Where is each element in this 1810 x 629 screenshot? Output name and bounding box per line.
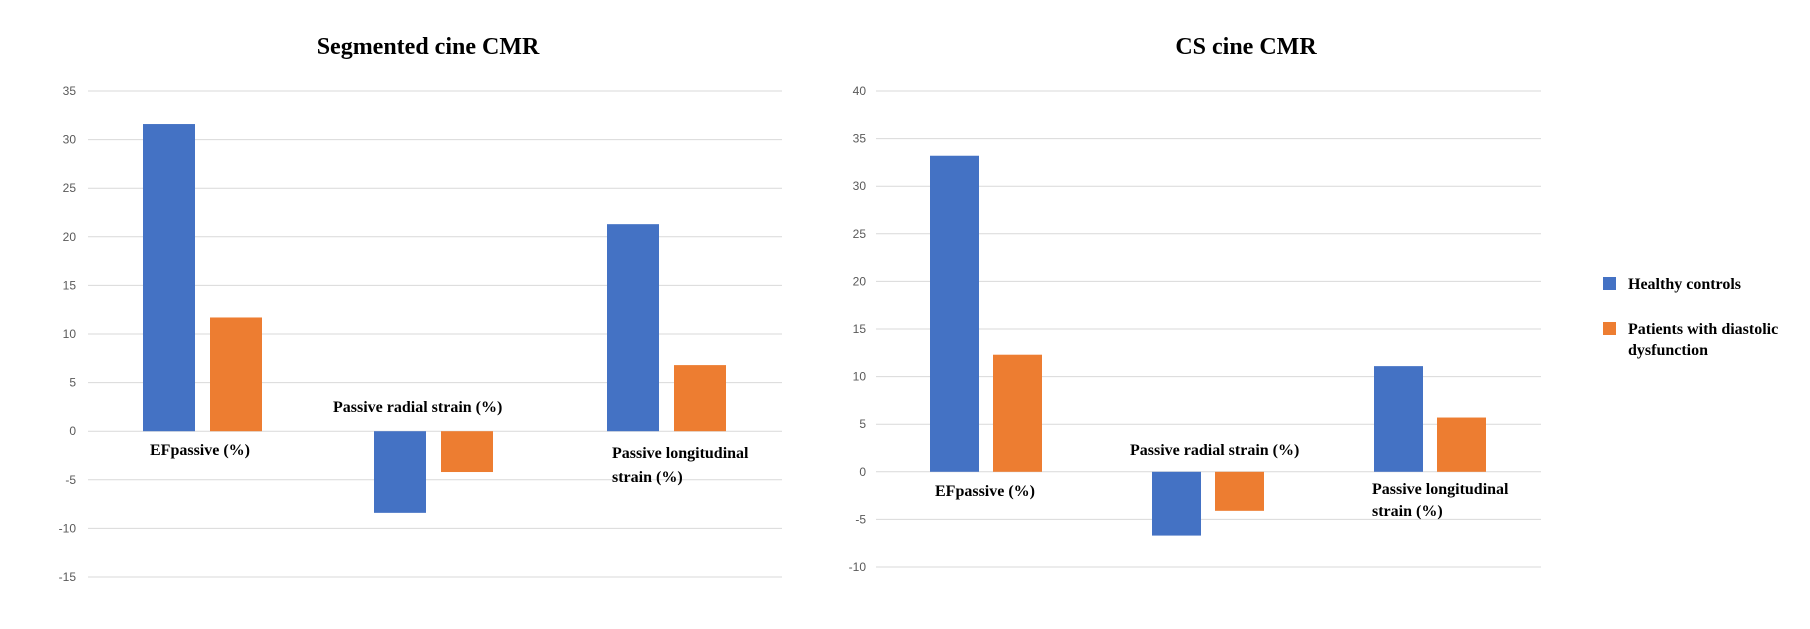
y-tick-label: 15 xyxy=(63,278,77,292)
y-tick-label: 5 xyxy=(859,417,866,431)
y-tick-label: -5 xyxy=(65,473,76,487)
category-label: EFpassive (%) xyxy=(935,483,1035,500)
bar-patients xyxy=(210,317,262,432)
y-tick-label: 20 xyxy=(63,230,77,244)
y-tick-label: 10 xyxy=(63,327,77,341)
y-tick-label: 15 xyxy=(853,322,867,336)
segmented-cine-chart: Segmented cine CMR 35 30 25 20 15 10 5 0 -5 -10 -1… xyxy=(59,34,782,584)
y-tick-label: -5 xyxy=(855,512,866,526)
bar-healthy-controls xyxy=(143,124,195,432)
bar-patients xyxy=(441,431,493,473)
category-label: Passive radial strain (%) xyxy=(1130,442,1299,459)
y-tick-label: 35 xyxy=(853,132,867,146)
bar-patients xyxy=(1437,417,1486,472)
category-label: Passive radial strain (%) xyxy=(333,399,502,416)
y-tick-label: 0 xyxy=(69,424,76,438)
bar-healthy-controls xyxy=(374,431,426,513)
y-tick-label: -10 xyxy=(849,560,867,574)
category-label: strain (%) xyxy=(1372,503,1443,520)
bar-patients xyxy=(1215,471,1264,511)
bar-healthy-controls xyxy=(607,224,659,432)
category-label: strain (%) xyxy=(612,469,683,486)
bar-healthy-controls xyxy=(1152,471,1201,536)
legend-swatch-patients xyxy=(1603,322,1616,335)
category-label: Passive longitudinal xyxy=(1372,481,1509,498)
bar-patients xyxy=(674,365,726,432)
y-tick-label: 35 xyxy=(63,84,77,98)
y-tick-label: 25 xyxy=(63,181,77,195)
legend-label-healthy-controls: Healthy controls xyxy=(1628,276,1741,293)
y-tick-label: -15 xyxy=(59,570,77,584)
y-tick-label: -10 xyxy=(59,521,77,535)
cs-cine-chart: CS cine CMR 40 35 30 25 20 15 10 5 0 -5 -10 EFpassi… xyxy=(849,34,1541,574)
chart-title: CS cine CMR xyxy=(1175,34,1317,60)
y-tick-label: 40 xyxy=(853,84,867,98)
bar-healthy-controls xyxy=(1374,366,1423,472)
chart-title: Segmented cine CMR xyxy=(317,34,540,60)
y-tick-label: 30 xyxy=(63,133,77,147)
y-tick-label: 10 xyxy=(853,370,867,384)
category-label: EFpassive (%) xyxy=(150,442,250,459)
category-label: Passive longitudinal xyxy=(612,445,749,462)
y-tick-label: 5 xyxy=(69,376,76,390)
y-tick-label: 30 xyxy=(853,179,867,193)
y-tick-label: 25 xyxy=(853,227,867,241)
y-tick-label: 0 xyxy=(859,465,866,479)
legend-label-patients-line1: Patients with diastolic xyxy=(1628,321,1778,338)
legend-label-patients-line2: dysfunction xyxy=(1628,342,1708,359)
legend-swatch-healthy-controls xyxy=(1603,277,1616,290)
bar-patients xyxy=(993,354,1042,472)
bar-healthy-controls xyxy=(930,155,979,472)
legend: Healthy controls Patients with diastolic… xyxy=(1603,276,1778,359)
y-tick-label: 20 xyxy=(853,274,867,288)
